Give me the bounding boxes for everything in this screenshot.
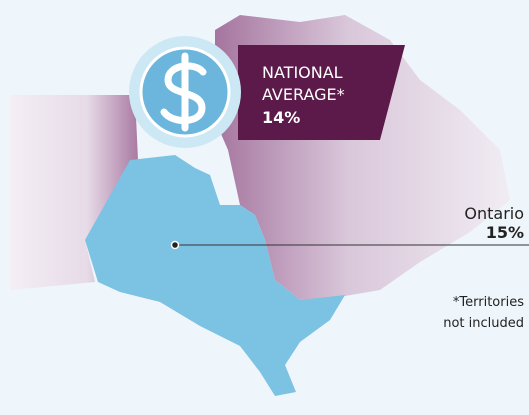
- leader-dot: [170, 240, 180, 250]
- ontario: [85, 155, 345, 396]
- manitoba: [10, 95, 138, 290]
- footnote: *Territories: [453, 295, 524, 310]
- banner-label: NATIONAL: [262, 63, 343, 82]
- banner: [238, 45, 405, 140]
- dollar-icon: [160, 52, 207, 132]
- banner-label: AVERAGE*: [262, 85, 345, 104]
- footnote: not included: [443, 316, 524, 331]
- banner-value: 14%: [262, 108, 300, 127]
- province-name: Ontario: [464, 204, 524, 223]
- province-value: 15%: [486, 223, 524, 242]
